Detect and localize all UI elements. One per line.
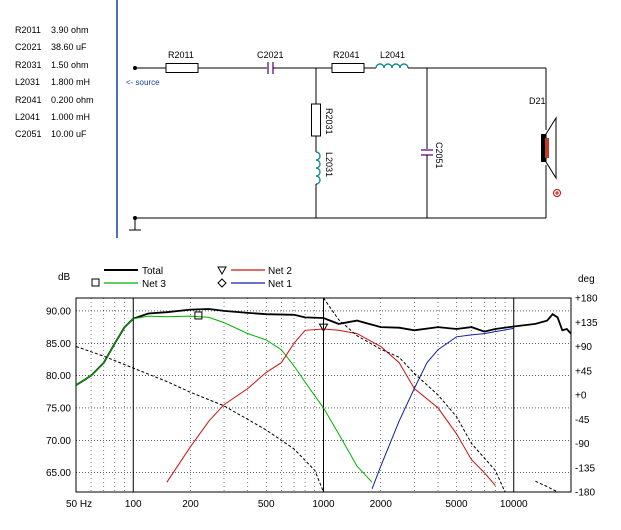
part-ref: L2041 — [15, 112, 41, 123]
y2-tick-label: -90 — [575, 439, 590, 450]
part-value: 10.00 uF — [51, 129, 87, 140]
part-value: 38.60 uF — [51, 42, 87, 53]
parts-row: C2021 38.60 uF — [15, 39, 94, 56]
part-ref: R2041 — [15, 94, 42, 105]
part-value: 0.200 ohm — [51, 94, 94, 105]
x-tick-label: 100 — [125, 499, 142, 510]
legend-marker-net3 — [91, 278, 100, 287]
speaker-icon[interactable] — [541, 116, 557, 180]
parts-row: L2031 1.800 mH — [15, 74, 94, 91]
inductor-l2031[interactable] — [315, 151, 321, 185]
y2-axis-label: deg — [578, 274, 595, 285]
legend-label-total: Total — [142, 266, 163, 277]
y-tick-label: 70.00 — [46, 436, 71, 447]
legend-marker-net1 — [217, 278, 227, 288]
series-line-phase-3 — [535, 480, 558, 493]
x-tick-label: 10000 — [500, 499, 528, 510]
y-tick-label: 75.00 — [46, 403, 71, 414]
y-tick-label: 90.00 — [46, 306, 71, 317]
chart-legend: Total Net 3 Net 2 Net 1 — [91, 266, 292, 290]
part-ref: C2051 — [15, 129, 42, 140]
y2-tick-label: +90 — [575, 342, 592, 353]
frequency-response-chart: dB deg Total Net 3 Net 2 Net 1 90.00 85.0… — [46, 266, 598, 511]
resistor-r2011[interactable] — [165, 63, 199, 73]
part-ref: C2021 — [15, 42, 42, 53]
y2-tick-label: +135 — [575, 318, 598, 329]
parts-row: R2031 1.50 ohm — [15, 57, 94, 74]
label-driver: D21 — [529, 96, 546, 106]
plot-area: 90.00 85.00 80.00 75.00 70.00 65.00 +180 +135 +9… — [46, 294, 598, 511]
parts-row: L2041 1.000 mH — [15, 109, 94, 126]
label-r2011: R2011 — [168, 50, 194, 60]
label-r2041: R2041 — [333, 50, 360, 60]
source-terminal-top[interactable] — [133, 66, 137, 70]
x-tick-label: 500 — [258, 499, 275, 510]
parts-row: R2011 3.90 ohm — [15, 22, 94, 39]
ground-symbol — [129, 218, 141, 231]
y2-tick-label: +0 — [575, 391, 587, 402]
series-line-net-2 — [166, 328, 496, 486]
y2-tick-label: -180 — [575, 488, 595, 499]
series-line-net-3 — [75, 315, 373, 483]
resistor-r2041[interactable] — [331, 63, 365, 73]
legend-label-net3: Net 3 — [142, 279, 166, 290]
x-tick-label: 1000 — [312, 499, 335, 510]
net2-marker — [318, 323, 329, 333]
series-line-net-1 — [371, 327, 514, 489]
part-value: 1.800 mH — [51, 77, 91, 88]
x-tick-label: 5000 — [445, 499, 468, 510]
capacitor-c2021[interactable] — [267, 62, 274, 74]
polarity-plus-icon — [553, 189, 561, 197]
label-l2041: L2041 — [380, 50, 405, 60]
label-l2031: L2031 — [324, 152, 334, 177]
schematic: R2011 C2021 R2041 L2041 R2031 L2031 C205… — [116, 0, 561, 238]
source-label: <- source — [126, 78, 160, 87]
y-tick-label: 65.00 — [46, 468, 71, 479]
y-axis-label: dB — [58, 272, 71, 283]
parts-row: C2051 10.00 uF — [15, 126, 94, 143]
part-value: 3.90 ohm — [51, 25, 89, 35]
net3-marker — [194, 311, 203, 320]
label-c2021: C2021 — [257, 50, 284, 60]
part-ref: R2031 — [15, 59, 42, 70]
y-tick-label: 85.00 — [46, 339, 71, 350]
y2-tick-label: -135 — [575, 463, 595, 474]
x-tick-label: 50 Hz — [66, 499, 92, 510]
legend-label-net1: Net 1 — [268, 279, 292, 290]
part-value: 1.000 mH — [51, 112, 91, 123]
series-line-phase-2 — [323, 297, 506, 493]
y2-tick-label: +180 — [575, 294, 598, 305]
part-ref: R2011 — [15, 25, 41, 35]
resistor-r2031[interactable] — [311, 103, 321, 137]
series-line-phase — [75, 346, 324, 493]
parts-list: R2011 3.90 ohm C2021 38.60 uF R2031 1.50 oh… — [15, 22, 94, 144]
x-tick-label: 200 — [182, 499, 199, 510]
label-r2031: R2031 — [324, 108, 334, 135]
series-line-total — [75, 308, 572, 387]
legend-label-net2: Net 2 — [268, 266, 292, 277]
y2-tick-label: +45 — [575, 366, 592, 377]
y-tick-label: 80.00 — [46, 371, 71, 382]
y2-tick-label: -45 — [575, 415, 590, 426]
part-value: 1.50 ohm — [51, 59, 89, 70]
part-ref: L2031 — [15, 77, 41, 88]
x-tick-label: 2000 — [370, 499, 393, 510]
label-c2051: C2051 — [434, 142, 444, 169]
legend-marker-net2 — [217, 266, 227, 276]
parts-row: R2041 0.200 ohm — [15, 92, 94, 109]
capacitor-c2051[interactable] — [421, 149, 433, 156]
inductor-l2041[interactable] — [375, 63, 409, 69]
